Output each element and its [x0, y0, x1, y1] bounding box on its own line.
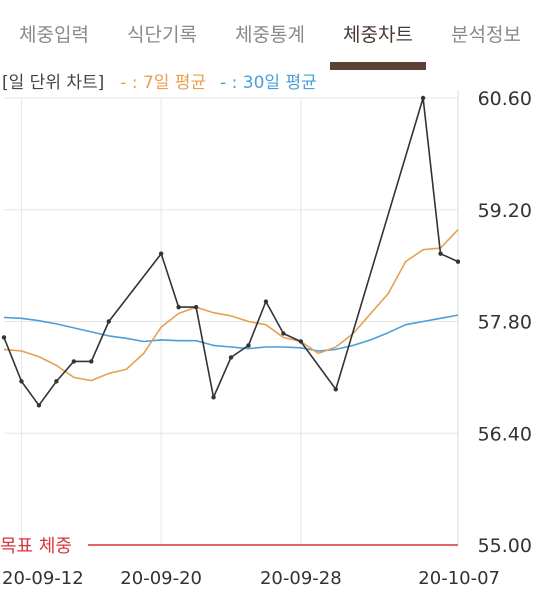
series-line-weight [3, 97, 459, 407]
tab-diet-log[interactable]: 식단기록 [127, 24, 197, 46]
y-tick-label: 57.80 [478, 312, 532, 334]
x-tick-label: 20-09-20 [120, 568, 202, 589]
legend-ma7: - : 7일 평균 [120, 73, 207, 93]
weight-point [228, 355, 234, 360]
weight-point [1, 335, 7, 340]
weight-point [176, 304, 181, 310]
series [1, 95, 461, 408]
weight-point [89, 359, 94, 364]
weight-point [455, 259, 461, 264]
goal-line-group: 목표 체중 [0, 536, 458, 557]
y-tick-label: 60.60 [478, 88, 532, 110]
chart-unit-label: [일 단위 차트] [2, 73, 105, 93]
weight-point [106, 319, 111, 324]
x-tick-label: 20-09-28 [260, 568, 342, 589]
tab-weight-stats[interactable]: 체중통계 [235, 24, 305, 46]
series-line-ma30 [3, 314, 459, 352]
legend-ma30: - : 30일 평균 [220, 73, 317, 93]
series-line-ma7 [3, 229, 459, 382]
weight-point [333, 387, 338, 392]
tab-weight-input[interactable]: 체중입력 [19, 24, 89, 46]
tab-bar: 체중입력 식단기록 체중통계 체중차트 분석정보 [0, 0, 540, 70]
weight-point [158, 251, 164, 256]
goal-label: 목표 체중 [0, 536, 72, 557]
axes: 55.00 56.40 57.80 59.20 60.60 20-09-12 20-09-2… [2, 88, 532, 589]
x-tick-label: 20-09-12 [2, 568, 84, 589]
weight-point [71, 359, 77, 364]
weight-point [263, 299, 269, 304]
y-tick-label: 56.40 [478, 423, 532, 445]
weight-point [193, 304, 199, 310]
grid [4, 90, 459, 545]
tab-analysis-info[interactable]: 분석정보 [451, 24, 521, 46]
weight-point [298, 339, 304, 344]
y-tick-label: 55.00 [478, 535, 532, 557]
x-tick-label: 20-10-07 [418, 568, 500, 589]
y-tick-label: 59.20 [478, 200, 532, 222]
weight-point [36, 403, 42, 408]
weight-point [420, 95, 426, 101]
tab-weight-chart[interactable]: 체중차트 [324, 0, 432, 70]
chart-legend: [일 단위 차트] - : 7일 평균 - : 30일 평균 [2, 70, 317, 96]
weight-point [54, 379, 59, 384]
weight-point [246, 343, 251, 348]
weight-point [438, 251, 443, 256]
weight-point [19, 379, 24, 384]
weight-point [211, 395, 216, 400]
weight-point [281, 331, 286, 336]
